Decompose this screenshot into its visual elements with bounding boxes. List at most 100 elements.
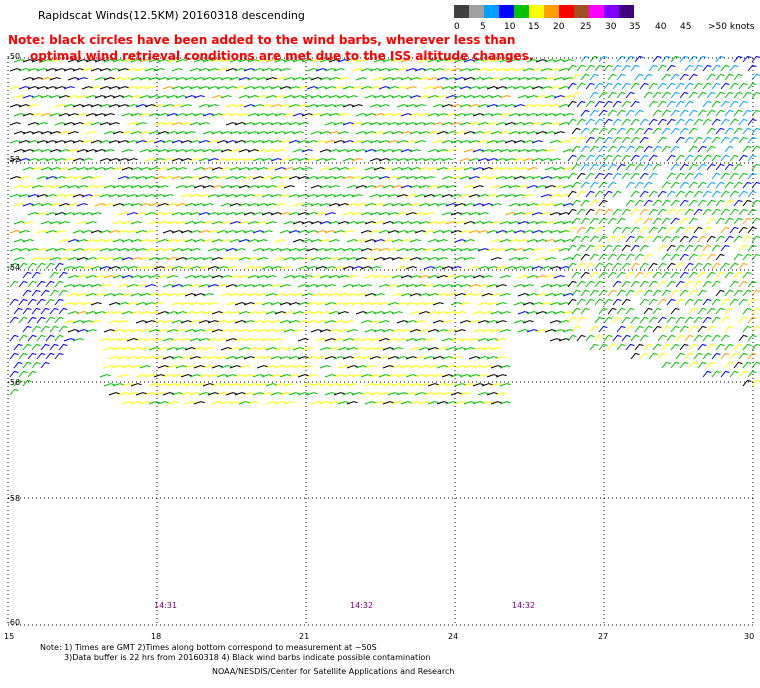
wind-barb bbox=[40, 113, 52, 117]
wind-barb bbox=[81, 212, 93, 216]
wind-barb bbox=[256, 275, 268, 279]
wind-barb bbox=[252, 68, 264, 72]
wind-barb bbox=[702, 226, 712, 234]
wind-barb bbox=[108, 320, 120, 324]
wind-barb bbox=[567, 172, 577, 180]
wind-barb bbox=[738, 172, 748, 180]
wind-barb bbox=[18, 248, 30, 252]
wind-barb bbox=[27, 212, 39, 216]
wind-barb bbox=[157, 347, 169, 351]
wind-barb bbox=[675, 262, 685, 270]
wind-barb bbox=[108, 302, 120, 306]
wind-barb bbox=[135, 176, 147, 180]
wind-barb bbox=[738, 370, 748, 378]
wind-barb bbox=[180, 356, 192, 360]
wind-barb bbox=[405, 392, 417, 396]
wind-barb bbox=[117, 302, 129, 306]
wind-barb bbox=[247, 149, 259, 153]
wind-barb bbox=[423, 158, 435, 162]
wind-barb bbox=[598, 271, 608, 279]
wind-barb bbox=[67, 167, 79, 171]
wind-barb bbox=[94, 311, 106, 315]
wind-barb bbox=[360, 374, 372, 378]
wind-barb bbox=[103, 149, 115, 153]
wind-barb bbox=[153, 158, 165, 162]
wind-barb bbox=[157, 257, 169, 261]
wind-barb bbox=[301, 347, 313, 351]
wind-barb bbox=[720, 244, 730, 252]
wind-barb bbox=[463, 275, 475, 279]
wind-barb bbox=[22, 325, 32, 333]
wind-barb bbox=[657, 262, 667, 270]
wind-barb bbox=[9, 176, 21, 180]
wind-barb bbox=[270, 374, 282, 378]
wind-barb bbox=[153, 248, 165, 252]
wind-barb bbox=[346, 59, 358, 63]
wind-barb bbox=[711, 190, 721, 198]
wind-barb bbox=[324, 140, 336, 144]
wind-barb bbox=[49, 95, 61, 99]
wind-barb bbox=[540, 86, 552, 90]
wind-barb bbox=[256, 113, 268, 117]
wind-barb bbox=[711, 208, 721, 216]
wind-barb bbox=[18, 104, 30, 108]
wind-barb bbox=[72, 338, 84, 342]
wind-barb bbox=[504, 248, 516, 252]
wind-barb bbox=[418, 293, 430, 297]
wind-barb bbox=[40, 149, 52, 153]
wind-barb bbox=[468, 284, 480, 288]
wind-barb bbox=[180, 338, 192, 342]
wind-barb bbox=[211, 77, 223, 81]
wind-barb bbox=[625, 307, 635, 315]
wind-barb bbox=[310, 131, 322, 135]
wind-barb bbox=[625, 127, 635, 135]
wind-barb bbox=[405, 338, 417, 342]
wind-barb bbox=[373, 185, 385, 189]
wind-barb bbox=[418, 203, 430, 207]
wind-barb bbox=[63, 122, 75, 126]
wind-barb bbox=[369, 158, 381, 162]
wind-barb bbox=[414, 320, 426, 324]
wind-barb bbox=[670, 127, 680, 135]
wind-barb bbox=[355, 365, 367, 369]
wind-barb bbox=[373, 401, 385, 405]
wind-barb bbox=[706, 343, 716, 351]
wind-barb bbox=[355, 347, 367, 351]
wind-barb bbox=[9, 194, 21, 198]
wind-barb bbox=[225, 248, 237, 252]
wind-barb bbox=[504, 86, 516, 90]
wind-barb bbox=[54, 298, 64, 306]
wind-barb bbox=[418, 113, 430, 117]
wind-barb bbox=[603, 64, 613, 72]
wind-barb bbox=[189, 230, 201, 234]
wind-barb bbox=[414, 176, 426, 180]
wind-barb bbox=[315, 320, 327, 324]
wind-barb bbox=[495, 374, 507, 378]
wind-barb bbox=[337, 113, 349, 117]
wind-barb bbox=[436, 185, 448, 189]
wind-barb bbox=[369, 68, 381, 72]
wind-barb bbox=[306, 392, 318, 396]
wind-barb bbox=[342, 284, 354, 288]
wind-barb bbox=[526, 203, 538, 207]
wind-barb bbox=[355, 113, 367, 117]
wind-barb bbox=[234, 86, 246, 90]
wind-barb bbox=[328, 293, 340, 297]
wind-barb bbox=[382, 257, 394, 261]
wind-barb bbox=[283, 113, 295, 117]
wind-barb bbox=[544, 329, 556, 333]
wind-barb bbox=[400, 131, 412, 135]
wind-barb bbox=[234, 122, 246, 126]
wind-barb bbox=[360, 68, 372, 72]
wind-barb bbox=[594, 172, 604, 180]
wind-barb bbox=[351, 392, 363, 396]
wind-barb bbox=[27, 248, 39, 252]
wind-barb bbox=[490, 149, 502, 153]
wind-barb bbox=[18, 334, 28, 342]
wind-barb bbox=[697, 109, 707, 117]
wind-barb bbox=[742, 343, 752, 351]
wind-barb bbox=[477, 284, 489, 288]
wind-barb bbox=[531, 140, 543, 144]
wind-barb bbox=[621, 226, 631, 234]
wind-barb bbox=[99, 68, 111, 72]
